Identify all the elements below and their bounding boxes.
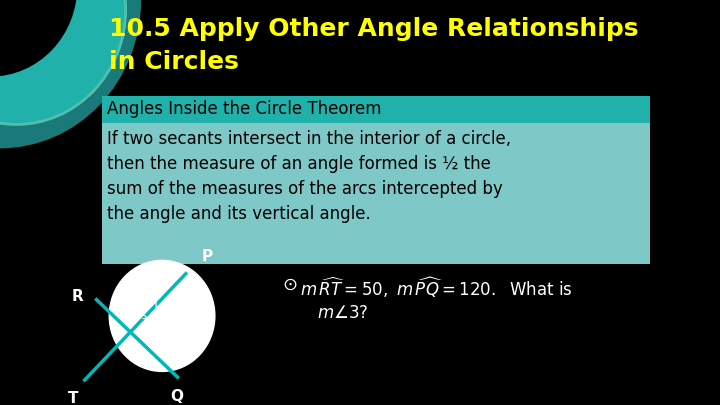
Text: R: R	[72, 289, 84, 304]
Text: 1: 1	[152, 301, 160, 314]
Circle shape	[109, 260, 215, 371]
FancyBboxPatch shape	[102, 96, 650, 123]
Text: $m\,\widehat{RT} = 50,\ m\,\widehat{PQ} = 120.$  What is: $m\,\widehat{RT} = 50,\ m\,\widehat{PQ} …	[300, 276, 573, 300]
Circle shape	[0, 0, 77, 77]
Text: 4: 4	[166, 314, 174, 327]
Text: 3: 3	[139, 314, 147, 327]
Text: $m\angle 3?$: $m\angle 3?$	[317, 305, 368, 322]
FancyBboxPatch shape	[102, 123, 650, 264]
Circle shape	[0, 0, 125, 124]
Text: Q: Q	[170, 389, 183, 404]
Text: in Circles: in Circles	[109, 50, 239, 74]
Text: 2: 2	[152, 328, 160, 341]
Text: 10.5 Apply Other Angle Relationships: 10.5 Apply Other Angle Relationships	[109, 17, 639, 41]
Text: Angles Inside the Circle Theorem: Angles Inside the Circle Theorem	[107, 100, 381, 118]
Text: P: P	[202, 249, 213, 264]
Text: ⊙: ⊙	[282, 276, 297, 294]
Circle shape	[0, 0, 141, 148]
Text: T: T	[68, 390, 78, 405]
Text: If two secants intersect in the interior of a circle,
then the measure of an ang: If two secants intersect in the interior…	[107, 130, 510, 223]
